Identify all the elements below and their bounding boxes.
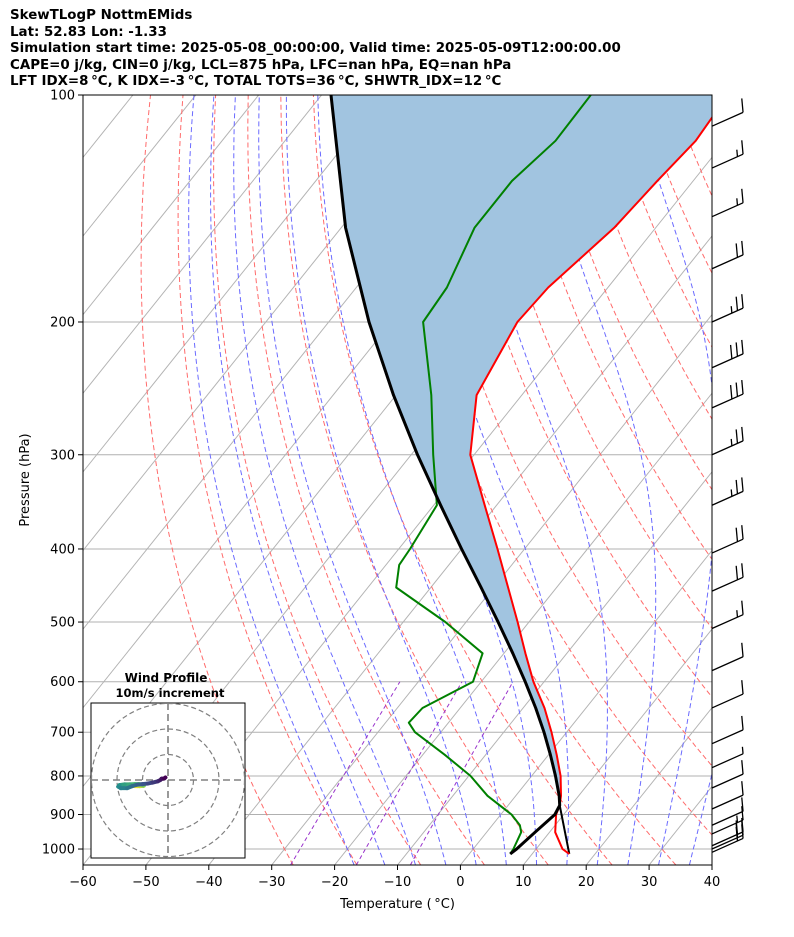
wind-barb [711, 339, 744, 369]
isotherm [83, 95, 260, 316]
moist-adiabat [210, 95, 386, 865]
time-line: Simulation start time: 2025-05-08_00:00:… [10, 41, 621, 57]
moist-adiabat [188, 95, 355, 865]
isotherm [0, 95, 70, 865]
y-tick-label: 800 [50, 769, 75, 784]
wind-barb [711, 806, 744, 835]
dry-adiabat [410, 95, 712, 767]
dry-adiabat [312, 95, 613, 865]
isotherm [334, 392, 712, 865]
moist-adiabat [317, 95, 507, 865]
dry-adiabat [213, 95, 422, 865]
y-tick-label: 600 [50, 675, 75, 690]
isotherm [83, 95, 322, 395]
dry-adiabat [140, 95, 294, 865]
y-tick-label: 100 [50, 89, 75, 104]
wind-barb [711, 715, 744, 745]
wind-barb [711, 380, 744, 409]
x-tick-label: 30 [641, 875, 658, 890]
stability-line: CAPE=0 j/kg, CIN=0 j/kg, LCL=875 hPa, LF… [10, 57, 512, 73]
x-tick-label: −60 [69, 875, 96, 890]
moist-adiabat [631, 95, 712, 865]
wind-barb [711, 477, 744, 506]
x-tick-label: −40 [195, 875, 222, 890]
y-tick-label: 500 [50, 616, 75, 631]
dry-adiabat [606, 95, 712, 349]
parcel-profile-line [329, 95, 562, 856]
dewpoint-profile-line [395, 95, 592, 855]
location-line: Lat: 52.83 Lon: -1.33 [10, 24, 167, 40]
isotherm [83, 95, 197, 237]
y-axis-label: Pressure (hPa) [18, 433, 33, 526]
wind-barb [711, 746, 744, 769]
x-tick-label: 20 [578, 875, 595, 890]
hodograph-title: Wind Profile [125, 671, 208, 685]
y-tick-label: 700 [50, 726, 75, 741]
x-axis-label: Temperature ( °C) [339, 897, 455, 912]
wind-barb [711, 426, 744, 456]
isotherm [648, 785, 712, 865]
y-tick-label: 400 [50, 542, 75, 557]
wind-barb [711, 680, 744, 709]
isotherm [271, 313, 712, 865]
wind-barb [711, 294, 744, 323]
hodograph-trace-segment [162, 775, 168, 781]
dry-adiabat [703, 95, 712, 117]
wind-barb [711, 525, 744, 554]
x-tick-label: −20 [321, 875, 348, 890]
dry-adiabat [247, 95, 485, 865]
dry-adiabat [671, 95, 712, 198]
wind-barb [711, 240, 744, 270]
dry-adiabat [177, 95, 358, 865]
chart-title-block: SkewTLogP NottmEMids Lat: 52.83 Lon: -1.… [10, 8, 621, 91]
moist-adiabat [258, 95, 447, 865]
x-tick-label: −30 [258, 875, 285, 890]
dry-adiabat [638, 95, 712, 275]
parcel-dry-segment [558, 805, 571, 855]
dry-adiabat [540, 95, 712, 491]
wind-barb [711, 600, 744, 630]
y-tick-label: 1000 [42, 843, 75, 858]
dry-adiabat [573, 95, 712, 421]
moist-adiabat [458, 95, 608, 865]
wind-barb [711, 188, 744, 218]
dry-adiabat [737, 95, 794, 865]
wind-barb [711, 760, 744, 789]
mixing-ratio-line [409, 681, 514, 865]
hodograph-subtitle: 10m/s increment [116, 686, 225, 700]
y-tick-label: 200 [50, 315, 75, 330]
moist-adiabat [233, 95, 416, 865]
dry-adiabat [443, 95, 712, 698]
hodograph-ring [91, 703, 245, 858]
mixing-ratio-line [355, 681, 463, 865]
isotherm [522, 628, 712, 865]
chart-title: SkewTLogP NottmEMids [10, 8, 193, 23]
isotherm [585, 706, 712, 865]
x-tick-label: −50 [132, 875, 159, 890]
wind-barb [711, 642, 744, 672]
dry-adiabat [770, 95, 794, 865]
indices-line: LFT IDX=8 °C, K IDX=-3 °C, TOTAL TOTS=36… [10, 74, 502, 90]
wind-barb [711, 781, 744, 810]
cin-shaded-area [331, 95, 712, 806]
dry-adiabat [475, 95, 712, 630]
wind-barb [711, 797, 744, 826]
isotherm [460, 549, 712, 865]
isotherm [83, 95, 385, 473]
x-tick-label: 40 [704, 875, 721, 890]
wind-barb [711, 140, 744, 169]
y-tick-label: 900 [50, 808, 75, 823]
x-tick-label: −10 [384, 875, 411, 890]
mixing-ratio-line [290, 681, 401, 865]
x-tick-label: 0 [456, 875, 464, 890]
wind-barb [711, 98, 744, 127]
x-tick-label: 10 [515, 875, 532, 890]
y-tick-label: 300 [50, 448, 75, 463]
isotherm [208, 235, 712, 865]
wind-barb [711, 563, 744, 592]
